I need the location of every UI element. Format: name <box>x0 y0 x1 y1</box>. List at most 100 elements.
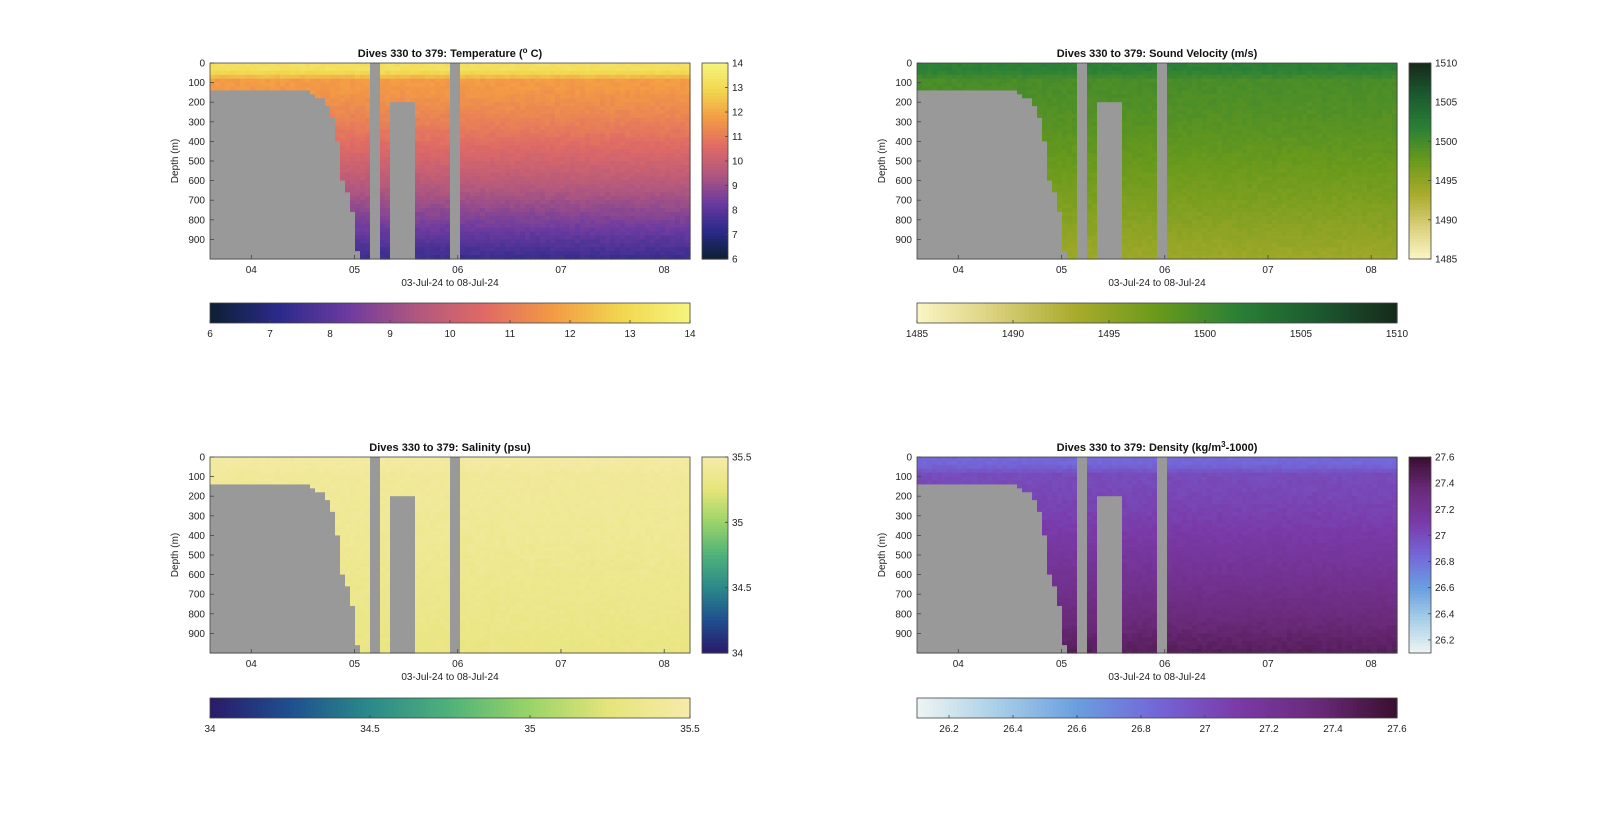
heatmap-cell <box>375 63 381 68</box>
heatmap-cell <box>655 137 661 142</box>
heatmap-cell <box>650 83 656 88</box>
heatmap-cell <box>240 232 246 237</box>
heatmap-cell <box>525 185 531 190</box>
heatmap-cell <box>405 185 411 190</box>
heatmap-cell <box>435 63 441 68</box>
heatmap-cell <box>255 122 261 127</box>
heatmap-cell <box>350 173 356 178</box>
heatmap-cell <box>295 192 301 197</box>
heatmap-cell <box>585 181 591 186</box>
heatmap-cell <box>570 173 576 178</box>
heatmap-cell <box>320 173 326 178</box>
heatmap-cell <box>375 106 381 111</box>
heatmap-cell <box>590 130 596 135</box>
heatmap-cell <box>450 169 456 174</box>
heatmap-cell <box>625 239 631 244</box>
heatmap-cell <box>600 141 606 146</box>
heatmap-cell <box>470 204 476 209</box>
colorbar-tick-label: 7 <box>732 230 738 241</box>
heatmap-cell <box>610 212 616 217</box>
heatmap-cell <box>270 126 276 131</box>
heatmap-cell <box>655 173 661 178</box>
heatmap-cell <box>665 137 671 142</box>
heatmap-cell <box>480 134 486 139</box>
heatmap-cell <box>490 118 496 123</box>
heatmap-cell <box>310 114 316 119</box>
heatmap-cell <box>330 188 336 193</box>
heatmap-cell <box>490 228 496 233</box>
heatmap-cell <box>560 106 566 111</box>
heatmap-cell <box>575 247 581 252</box>
heatmap-cell <box>595 83 601 88</box>
heatmap-cell <box>580 196 586 201</box>
heatmap-cell <box>310 67 316 72</box>
heatmap-cell <box>670 161 676 166</box>
heatmap-cell <box>575 220 581 225</box>
heatmap-cell <box>450 137 456 142</box>
heatmap-cell <box>330 67 336 72</box>
heatmap-cell <box>285 177 291 182</box>
heatmap-cell <box>280 239 286 244</box>
heatmap-cell <box>660 165 666 170</box>
heatmap-cell <box>475 110 481 115</box>
heatmap-cell <box>640 145 646 150</box>
heatmap-cell <box>555 212 561 217</box>
heatmap-cell <box>260 224 266 229</box>
heatmap-cell <box>520 145 526 150</box>
colorbar-swatch <box>270 303 275 323</box>
heatmap-cell <box>230 87 236 92</box>
heatmap-cell <box>385 134 391 139</box>
heatmap-cell <box>255 165 261 170</box>
heatmap-cell <box>520 188 526 193</box>
heatmap-cell <box>370 220 376 225</box>
heatmap-cell <box>325 153 331 158</box>
heatmap-cell <box>455 239 461 244</box>
heatmap-cell <box>630 239 636 244</box>
heatmap-cell <box>220 243 226 248</box>
heatmap-cell <box>530 157 536 162</box>
heatmap-cell <box>455 90 461 95</box>
colorbar-swatch <box>302 303 307 323</box>
heatmap-cell <box>385 79 391 84</box>
heatmap-cell <box>450 102 456 107</box>
heatmap-cell <box>330 126 336 131</box>
heatmap-cell <box>210 251 216 256</box>
heatmap-cell <box>530 208 536 213</box>
heatmap-cell <box>225 75 231 80</box>
heatmap-cell <box>360 196 366 201</box>
heatmap-cell <box>355 173 361 178</box>
heatmap-cell <box>665 145 671 150</box>
heatmap-cell <box>420 79 426 84</box>
heatmap-cell <box>250 122 256 127</box>
heatmap-cell <box>595 247 601 252</box>
heatmap-cell <box>330 173 336 178</box>
heatmap-cell <box>585 110 591 115</box>
x-tick-label: 05 <box>349 265 361 276</box>
heatmap-cell <box>340 102 346 107</box>
heatmap-cell <box>390 110 396 115</box>
heatmap-cell <box>260 145 266 150</box>
heatmap-cell <box>235 153 241 158</box>
heatmap-cell <box>570 161 576 166</box>
heatmap-cell <box>270 114 276 119</box>
heatmap-cell <box>680 153 686 158</box>
heatmap-cell <box>680 177 686 182</box>
heatmap-cell <box>585 173 591 178</box>
heatmap-cell <box>245 169 251 174</box>
heatmap-cell <box>550 247 556 252</box>
heatmap-cell <box>230 196 236 201</box>
heatmap-cell <box>410 188 416 193</box>
colorbar-swatch <box>418 303 423 323</box>
heatmap-cell <box>340 200 346 205</box>
heatmap-cell <box>255 192 261 197</box>
heatmap-cell <box>245 83 251 88</box>
heatmap-cell <box>495 118 501 123</box>
heatmap-cell <box>245 71 251 76</box>
heatmap-cell <box>245 134 251 139</box>
heatmap-cell <box>530 212 536 217</box>
heatmap-cell <box>315 122 321 127</box>
heatmap-cell <box>645 130 651 135</box>
heatmap-cell <box>545 141 551 146</box>
heatmap-cell <box>655 110 661 115</box>
heatmap-cell <box>650 220 656 225</box>
